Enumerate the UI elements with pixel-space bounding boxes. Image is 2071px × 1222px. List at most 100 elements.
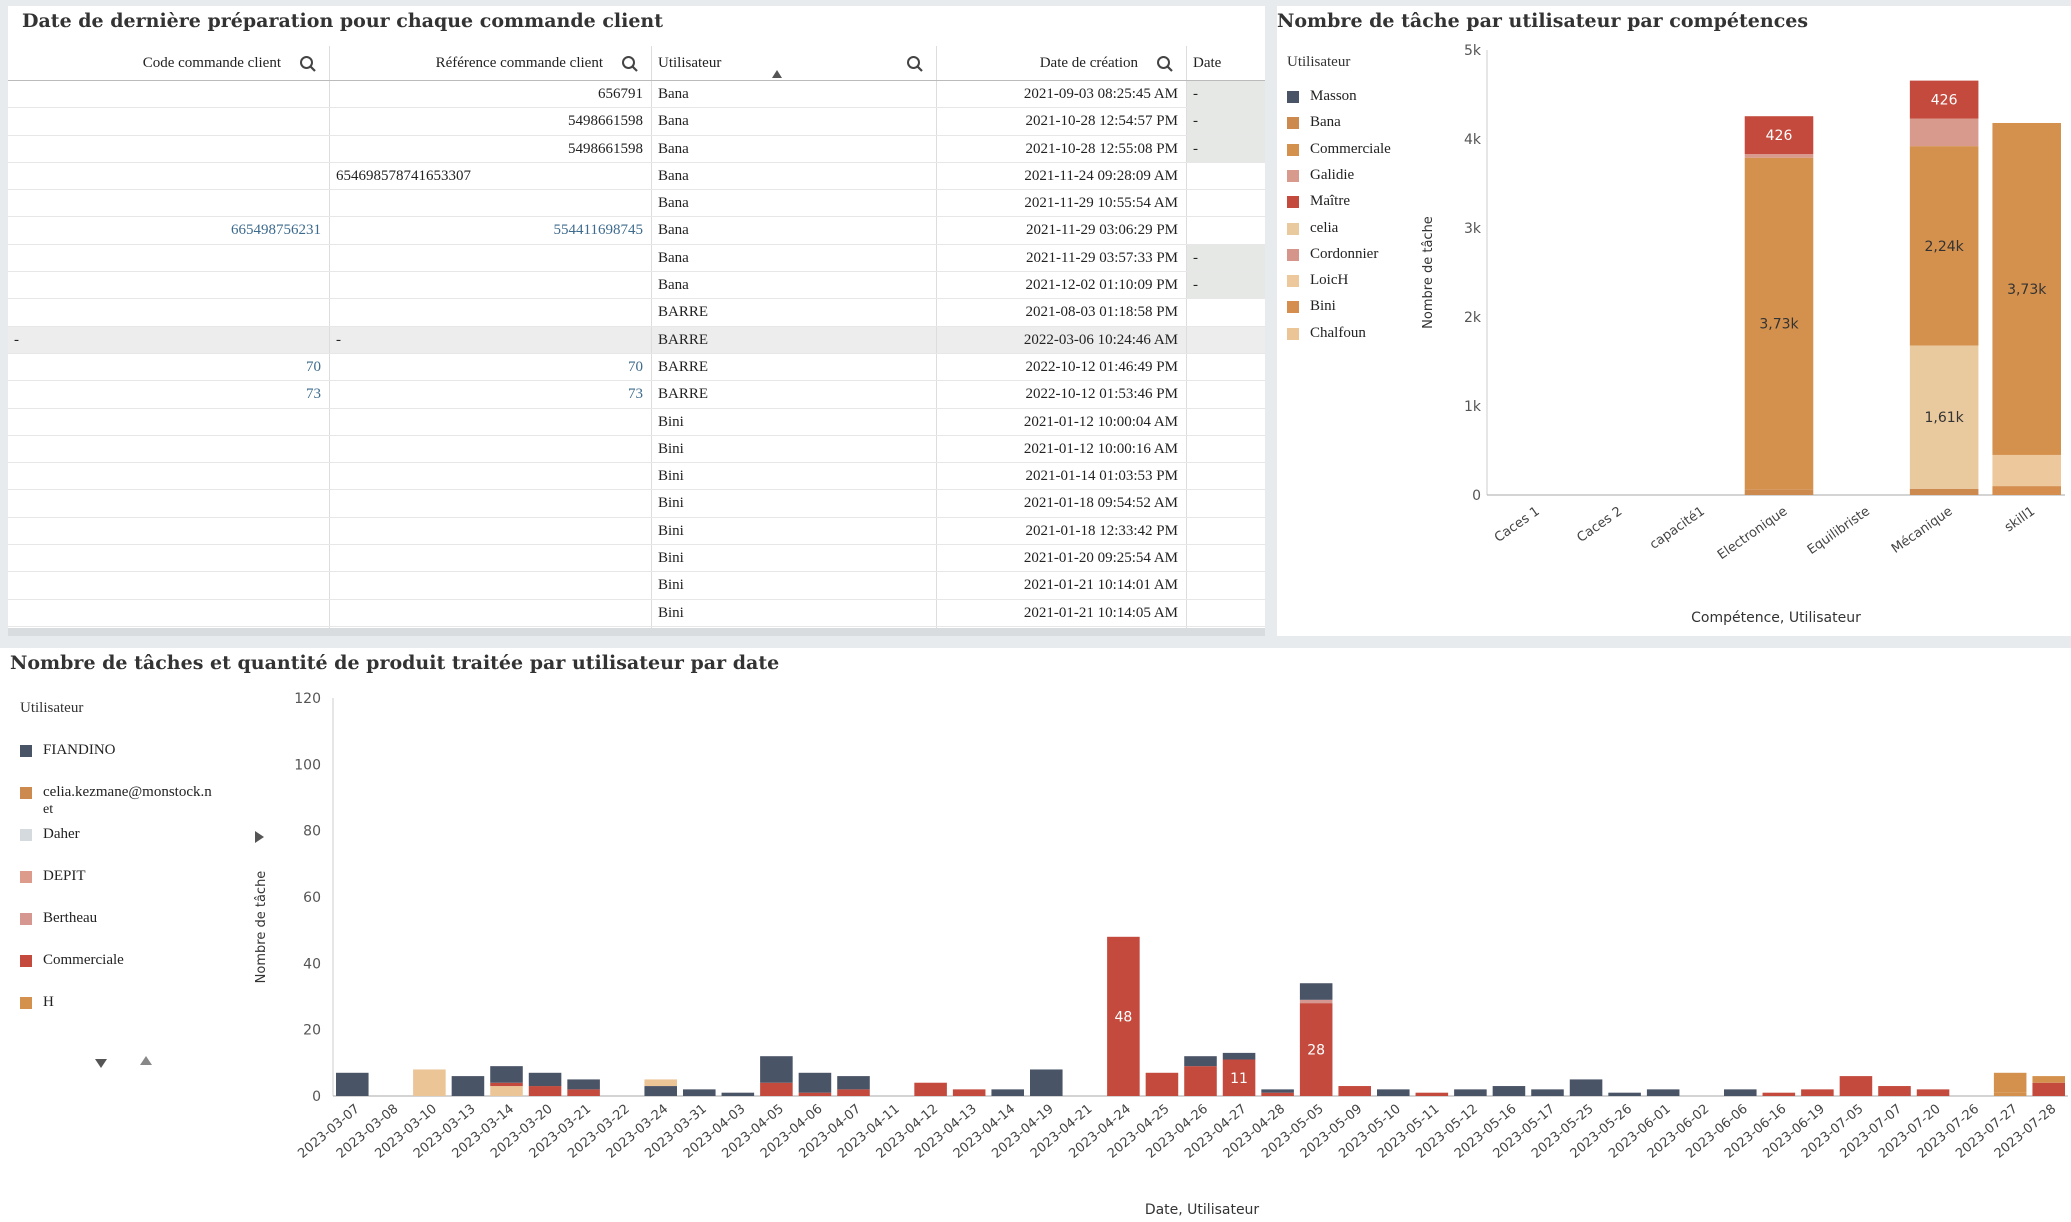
legend-item[interactable]: H <box>20 994 54 1011</box>
table-row[interactable]: Bana 2021-11-29 03:57:33 PM - <box>8 244 1265 273</box>
legend-item[interactable]: Chalfoun <box>1287 325 1366 342</box>
search-icon[interactable] <box>906 55 924 73</box>
legend-item[interactable]: Masson <box>1287 88 1357 105</box>
bar-segment[interactable] <box>798 1092 832 1096</box>
table-row[interactable]: 654698578741653307 Bana 2021-11-24 09:28:0… <box>8 162 1265 191</box>
table-row[interactable]: Bini 2021-01-12 10:00:16 AM <box>8 435 1265 464</box>
bar-segment[interactable] <box>1909 488 1979 495</box>
bar-segment[interactable] <box>451 1076 485 1096</box>
legend-expand-icon[interactable] <box>255 831 264 843</box>
table-row[interactable]: 665498756231 554411698745 Bana 2021-11-29 0… <box>8 217 1265 245</box>
bar-segment[interactable] <box>1184 1066 1217 1096</box>
legend-item[interactable]: celia.kezmane@monstock.n et <box>20 784 212 818</box>
column-header[interactable]: Date <box>1187 46 1265 80</box>
bar-segment[interactable] <box>1569 1079 1603 1096</box>
bar-segment[interactable] <box>1909 345 1979 489</box>
bar-segment[interactable] <box>837 1089 870 1096</box>
legend-item[interactable]: LoicH <box>1287 272 1348 289</box>
table-row[interactable]: 73 73 BARRE 2022-10-12 01:53:46 PM <box>8 381 1265 409</box>
bar-segment[interactable] <box>1916 1089 1950 1096</box>
bar-segment[interactable] <box>1608 1092 1641 1096</box>
legend-item[interactable]: Galidie <box>1287 167 1354 184</box>
legend-item[interactable]: Cordonnier <box>1287 246 1378 263</box>
column-header[interactable]: Utilisateur <box>652 46 937 80</box>
table-row[interactable]: Bana 2021-12-02 01:10:09 PM - <box>8 272 1265 300</box>
bar-segment[interactable] <box>1744 157 1814 490</box>
legend-item[interactable]: Bertheau <box>20 910 97 927</box>
bar-segment[interactable] <box>490 1082 523 1087</box>
bar-segment[interactable] <box>1145 1072 1179 1096</box>
table-row[interactable]: Bini 2021-01-14 01:03:53 PM <box>8 463 1265 491</box>
bar-segment[interactable] <box>413 1069 446 1096</box>
table-row[interactable]: Bini 2021-01-21 10:14:05 AM <box>8 599 1265 627</box>
bar-segment[interactable] <box>798 1072 832 1093</box>
legend-item[interactable]: celia <box>1287 220 1338 237</box>
bar-segment[interactable] <box>490 1086 523 1096</box>
search-icon[interactable] <box>621 55 639 73</box>
bar-segment[interactable] <box>1299 1003 1333 1096</box>
table-row[interactable]: BARRE 2021-08-03 01:18:58 PM <box>8 299 1265 327</box>
bar-segment[interactable] <box>567 1089 600 1096</box>
bar-segment[interactable] <box>952 1089 986 1096</box>
table-row[interactable]: Bana 2021-11-29 10:55:54 AM <box>8 190 1265 218</box>
legend-scroll-down-icon[interactable] <box>95 1059 107 1068</box>
bar-segment[interactable] <box>1646 1089 1680 1096</box>
bar-segment[interactable] <box>1992 486 2061 495</box>
legend-item[interactable]: Daher <box>20 826 80 843</box>
bar-segment[interactable] <box>1107 936 1140 1096</box>
bar-segment[interactable] <box>1762 1092 1796 1096</box>
bar-segment[interactable] <box>760 1056 793 1083</box>
table-row[interactable]: Bini 2021-01-18 09:54:52 AM <box>8 490 1265 518</box>
bar-segment[interactable] <box>1744 154 1814 158</box>
bar-segment[interactable] <box>721 1092 755 1096</box>
bar-segment[interactable] <box>1909 146 1979 346</box>
search-icon[interactable] <box>1156 55 1174 73</box>
column-header[interactable]: Code commande client <box>8 46 330 80</box>
table-row[interactable]: - - BARRE 2022-03-06 10:24:46 AM <box>8 326 1265 354</box>
table-row[interactable]: 5498661598 Bana 2021-10-28 12:55:08 PM - <box>8 135 1265 163</box>
bar-segment[interactable] <box>1261 1089 1294 1093</box>
bar-segment[interactable] <box>837 1076 870 1090</box>
table-body[interactable]: 656791 Bana 2021-09-03 08:25:45 AM -5498661… <box>8 81 1265 636</box>
bar-segment[interactable] <box>1030 1069 1063 1096</box>
bar-segment[interactable] <box>1839 1076 1873 1096</box>
search-icon[interactable] <box>299 55 317 73</box>
bar-segment[interactable] <box>1415 1092 1449 1096</box>
bar-segment[interactable] <box>1801 1089 1834 1096</box>
bar-segment[interactable] <box>1531 1089 1564 1096</box>
bar-segment[interactable] <box>1299 999 1333 1004</box>
bar-segment[interactable] <box>528 1072 562 1087</box>
sort-ascending-icon[interactable] <box>772 70 782 78</box>
bar-segment[interactable] <box>914 1082 947 1096</box>
legend-item[interactable]: Bini <box>1287 298 1336 315</box>
bar-segment[interactable] <box>1454 1089 1487 1096</box>
legend-item[interactable]: Maître <box>1287 193 1350 210</box>
bar-segment[interactable] <box>1492 1086 1526 1096</box>
bar-segment[interactable] <box>1338 1086 1371 1096</box>
table-row[interactable]: Bini 2021-01-21 10:14:01 AM <box>8 572 1265 600</box>
legend-item[interactable]: FIANDINO <box>20 742 116 759</box>
bar-segment[interactable] <box>1184 1056 1217 1067</box>
bar-segment[interactable] <box>2032 1082 2065 1096</box>
bar-segment[interactable] <box>1744 489 1814 495</box>
bar-segment[interactable] <box>1993 1092 2027 1096</box>
bar-segment[interactable] <box>1993 1072 2027 1093</box>
column-header[interactable]: Date de création <box>937 46 1187 80</box>
legend-item[interactable]: DEPIT <box>20 868 86 885</box>
legend-scroll-up-icon[interactable] <box>140 1056 152 1065</box>
bar-segment[interactable] <box>336 1072 369 1096</box>
bar-segment[interactable] <box>1222 1052 1256 1060</box>
bar-segment[interactable] <box>1222 1059 1256 1096</box>
bar-segment[interactable] <box>567 1079 600 1090</box>
table-row[interactable]: 5498661598 Bana 2021-10-28 12:54:57 PM - <box>8 108 1265 136</box>
table-row[interactable]: Bini 2021-01-12 10:00:04 AM <box>8 408 1265 436</box>
legend-item[interactable]: Bana <box>1287 114 1341 131</box>
bar-segment[interactable] <box>644 1086 677 1096</box>
table-row[interactable]: 70 70 BARRE 2022-10-12 01:46:49 PM <box>8 353 1265 382</box>
bar-segment[interactable] <box>644 1079 677 1087</box>
column-header[interactable]: Référence commande client <box>330 46 652 80</box>
horizontal-scrollbar[interactable] <box>8 628 1265 636</box>
bar-segment[interactable] <box>1299 983 1333 1000</box>
bar-segment[interactable] <box>1261 1092 1294 1096</box>
